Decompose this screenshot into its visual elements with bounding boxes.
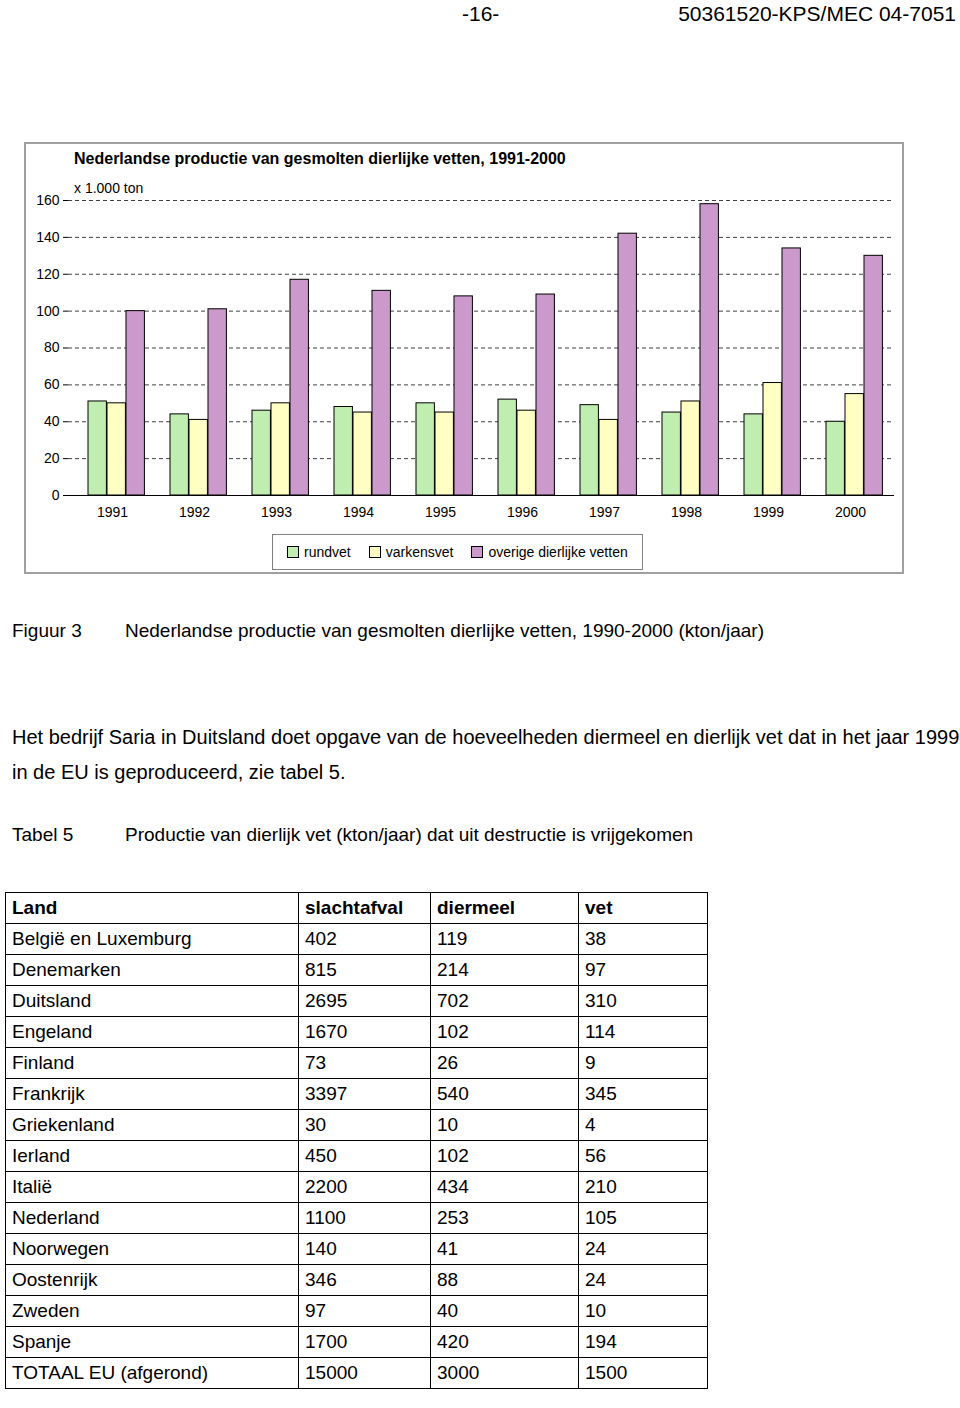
html-text:-16-: -16- [462, 2, 500, 25]
html-text:88: 88 [437, 1269, 459, 1290]
html-text:rundvet: rundvet [304, 544, 351, 560]
svg-text:2000: 2000 [835, 504, 866, 520]
html-text:varkensvet: varkensvet [385, 544, 454, 560]
html-text:1100: 1100 [305, 1207, 346, 1228]
html-text:Ierland: Ierland [12, 1145, 71, 1166]
html-text:102: 102 [437, 1021, 469, 1042]
html-text:56: 56 [585, 1145, 607, 1166]
html-text:Oostenrijk: Oostenrijk [12, 1269, 98, 1290]
html-text:97: 97 [305, 1300, 327, 1321]
html-text:9: 9 [585, 1052, 596, 1073]
html-text:Duitsland: Duitsland [12, 990, 92, 1011]
html-text:41: 41 [437, 1238, 459, 1259]
html-text:diermeel: diermeel [437, 897, 516, 918]
svg-text:160: 160 [36, 192, 60, 208]
html-text:Tabel 5: Tabel 5 [12, 824, 74, 845]
html-text:253: 253 [437, 1207, 469, 1228]
svg-text:100: 100 [36, 303, 60, 319]
html-text:210: 210 [585, 1176, 617, 1197]
svg-text:1992: 1992 [179, 504, 210, 520]
svg-text:140: 140 [36, 229, 60, 245]
svg-text:1994: 1994 [343, 504, 374, 520]
svg-text:0: 0 [52, 487, 60, 503]
html-text:Griekenland: Griekenland [12, 1114, 115, 1135]
svg-text:1996: 1996 [507, 504, 538, 520]
html-text:4: 4 [585, 1114, 596, 1135]
html-text:3397: 3397 [305, 1083, 348, 1104]
html-text:10: 10 [437, 1114, 459, 1135]
html-text:50361520-KPS/MEC 04-7051: 50361520-KPS/MEC 04-7051 [678, 2, 956, 25]
html-text:Spanje: Spanje [12, 1331, 72, 1352]
html-text:815: 815 [305, 959, 337, 980]
html-text:Engeland: Engeland [12, 1021, 93, 1042]
svg-text:1998: 1998 [671, 504, 702, 520]
html-text:702: 702 [437, 990, 469, 1011]
html-text:345: 345 [585, 1083, 617, 1104]
html-text:450: 450 [305, 1145, 337, 1166]
html-text:Land: Land [12, 897, 58, 918]
html-text:Productie van dierlijk vet (kt: Productie van dierlijk vet (kton/jaar) d… [125, 824, 694, 845]
svg-text:1997: 1997 [589, 504, 620, 520]
html-text:24: 24 [585, 1269, 607, 1290]
html-text:overige dierlijke vetten: overige dierlijke vetten [488, 544, 628, 560]
html-text:105: 105 [585, 1207, 617, 1228]
svg-text:1991: 1991 [97, 504, 128, 520]
svg-text:120: 120 [36, 266, 60, 282]
html-text:140: 140 [305, 1238, 337, 1259]
html-text:x 1.000 ton: x 1.000 ton [74, 180, 144, 196]
html-text:Finland: Finland [12, 1052, 75, 1073]
svg-text:60: 60 [44, 376, 60, 392]
html-text:402: 402 [305, 928, 337, 949]
html-text:540: 540 [437, 1083, 469, 1104]
svg-text:1993: 1993 [261, 504, 292, 520]
html-text:26: 26 [437, 1052, 459, 1073]
html-text:Italië: Italië [12, 1176, 53, 1197]
html-text:102: 102 [437, 1145, 469, 1166]
html-text:TOTAAL EU (afgerond): TOTAAL EU (afgerond) [12, 1362, 209, 1383]
html-text:310: 310 [585, 990, 617, 1011]
html-text:24: 24 [585, 1238, 607, 1259]
html-text:1500: 1500 [585, 1362, 628, 1383]
html-text:België en Luxemburg: België en Luxemburg [12, 928, 192, 949]
html-text:434: 434 [437, 1176, 469, 1197]
html-text:Figuur 3: Figuur 3 [12, 620, 82, 641]
html-text:1700: 1700 [305, 1331, 348, 1352]
html-text:38: 38 [585, 928, 607, 949]
svg-text:40: 40 [44, 413, 60, 429]
html-text:194: 194 [585, 1331, 617, 1352]
html-text:15000: 15000 [305, 1362, 358, 1383]
html-text:Frankrijk: Frankrijk [12, 1083, 85, 1104]
html-text:114: 114 [585, 1021, 616, 1042]
html-text:3000: 3000 [437, 1362, 480, 1383]
html-text:97: 97 [585, 959, 607, 980]
html-text:346: 346 [305, 1269, 337, 1290]
html-text:2695: 2695 [305, 990, 348, 1011]
html-text:119: 119 [437, 928, 468, 949]
svg-text:20: 20 [44, 450, 60, 466]
svg-text:1999: 1999 [753, 504, 784, 520]
html-text:slachtafval: slachtafval [305, 897, 404, 918]
html-text:Het bedrijf Saria in Duitsland: Het bedrijf Saria in Duitsland doet opga… [12, 726, 960, 783]
svg-text:80: 80 [44, 339, 60, 355]
html-text:214: 214 [437, 959, 469, 980]
html-text:Nederland: Nederland [12, 1207, 100, 1228]
html-text:vet: vet [585, 897, 613, 918]
html-text:73: 73 [305, 1052, 327, 1073]
html-text:40: 40 [437, 1300, 459, 1321]
html-text:30: 30 [305, 1114, 327, 1135]
html-text:1670: 1670 [305, 1021, 348, 1042]
html-text:Zweden: Zweden [12, 1300, 80, 1321]
html-text:2200: 2200 [305, 1176, 348, 1197]
html-text:420: 420 [437, 1331, 469, 1352]
html-text:Noorwegen: Noorwegen [12, 1238, 110, 1259]
html-text:Nederlandse productie van gesm: Nederlandse productie van gesmolten dier… [74, 150, 566, 167]
html-text:10: 10 [585, 1300, 607, 1321]
html-text:Nederlandse productie van gesm: Nederlandse productie van gesmolten dier… [125, 620, 764, 641]
html-text:Denemarken: Denemarken [12, 959, 121, 980]
svg-text:1995: 1995 [425, 504, 456, 520]
